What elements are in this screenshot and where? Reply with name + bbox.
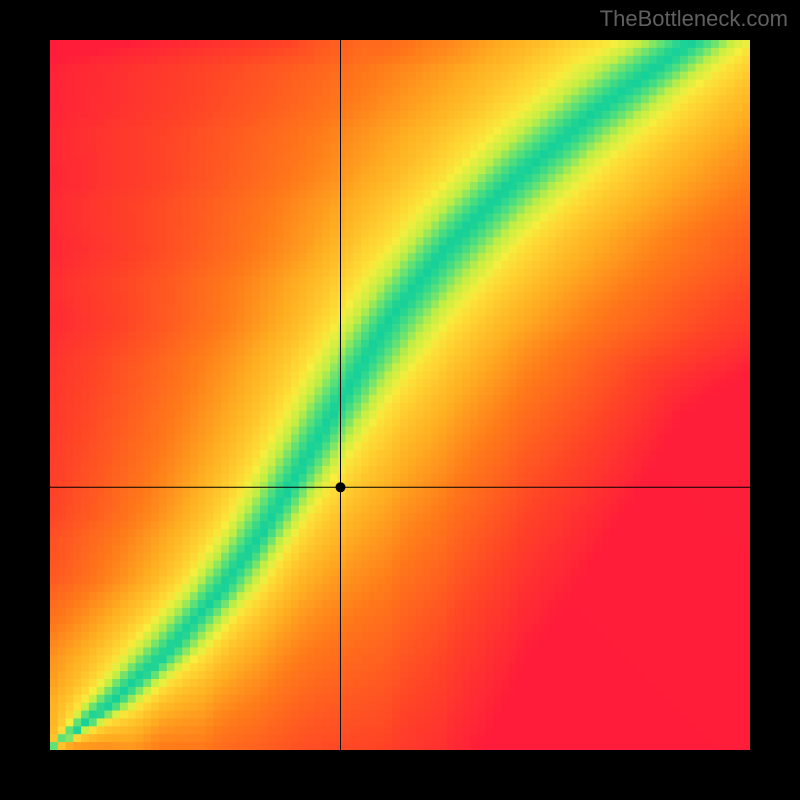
heatmap-plot (50, 40, 750, 750)
watermark-label: TheBottleneck.com (600, 6, 788, 32)
chart-container: TheBottleneck.com (0, 0, 800, 800)
heatmap-svg (50, 40, 750, 750)
